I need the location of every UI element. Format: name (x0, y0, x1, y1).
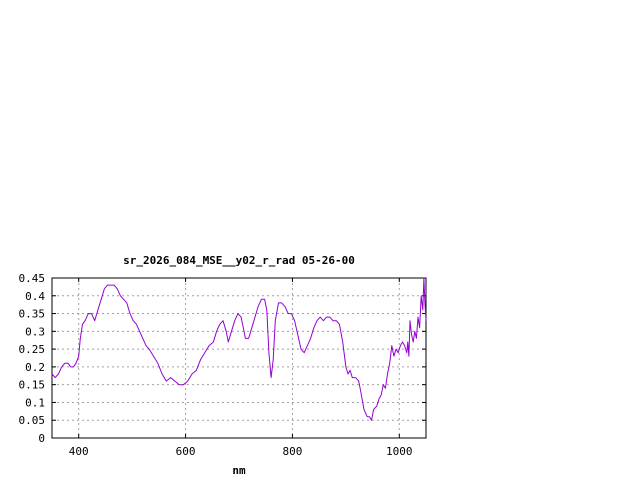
plot-frame (51, 277, 427, 439)
y-tick-label: 0.4 (25, 290, 45, 303)
y-tick-label: 0.25 (19, 343, 46, 356)
y-tick-label: 0 (38, 432, 45, 445)
x-tick-label: 1000 (386, 445, 413, 458)
y-tick-label: 0.15 (19, 379, 46, 392)
series-layer (51, 277, 427, 421)
x-axis-label: nm (232, 464, 246, 477)
y-tick-label: 0.3 (25, 325, 45, 338)
x-axis-ticks: 400 600 800 1000 (69, 278, 413, 458)
x-tick-label: 800 (282, 445, 302, 458)
y-tick-label: 0.1 (25, 396, 45, 409)
y-axis-ticks: 0 0.05 0.1 0.15 0.2 0.25 0.3 0.35 0.4 0.45 (19, 272, 426, 445)
grid (52, 278, 426, 438)
x-tick-label: 600 (176, 445, 196, 458)
chart-title: sr_2026_084_MSE__y02_r_rad 05-26-00 (123, 254, 355, 267)
spectrum-series-line (51, 277, 427, 421)
y-tick-label: 0.35 (19, 308, 46, 321)
y-tick-label: 0.05 (19, 414, 46, 427)
x-tick-label: 400 (69, 445, 89, 458)
y-tick-label: 0.45 (19, 272, 46, 285)
y-tick-label: 0.2 (25, 361, 45, 374)
